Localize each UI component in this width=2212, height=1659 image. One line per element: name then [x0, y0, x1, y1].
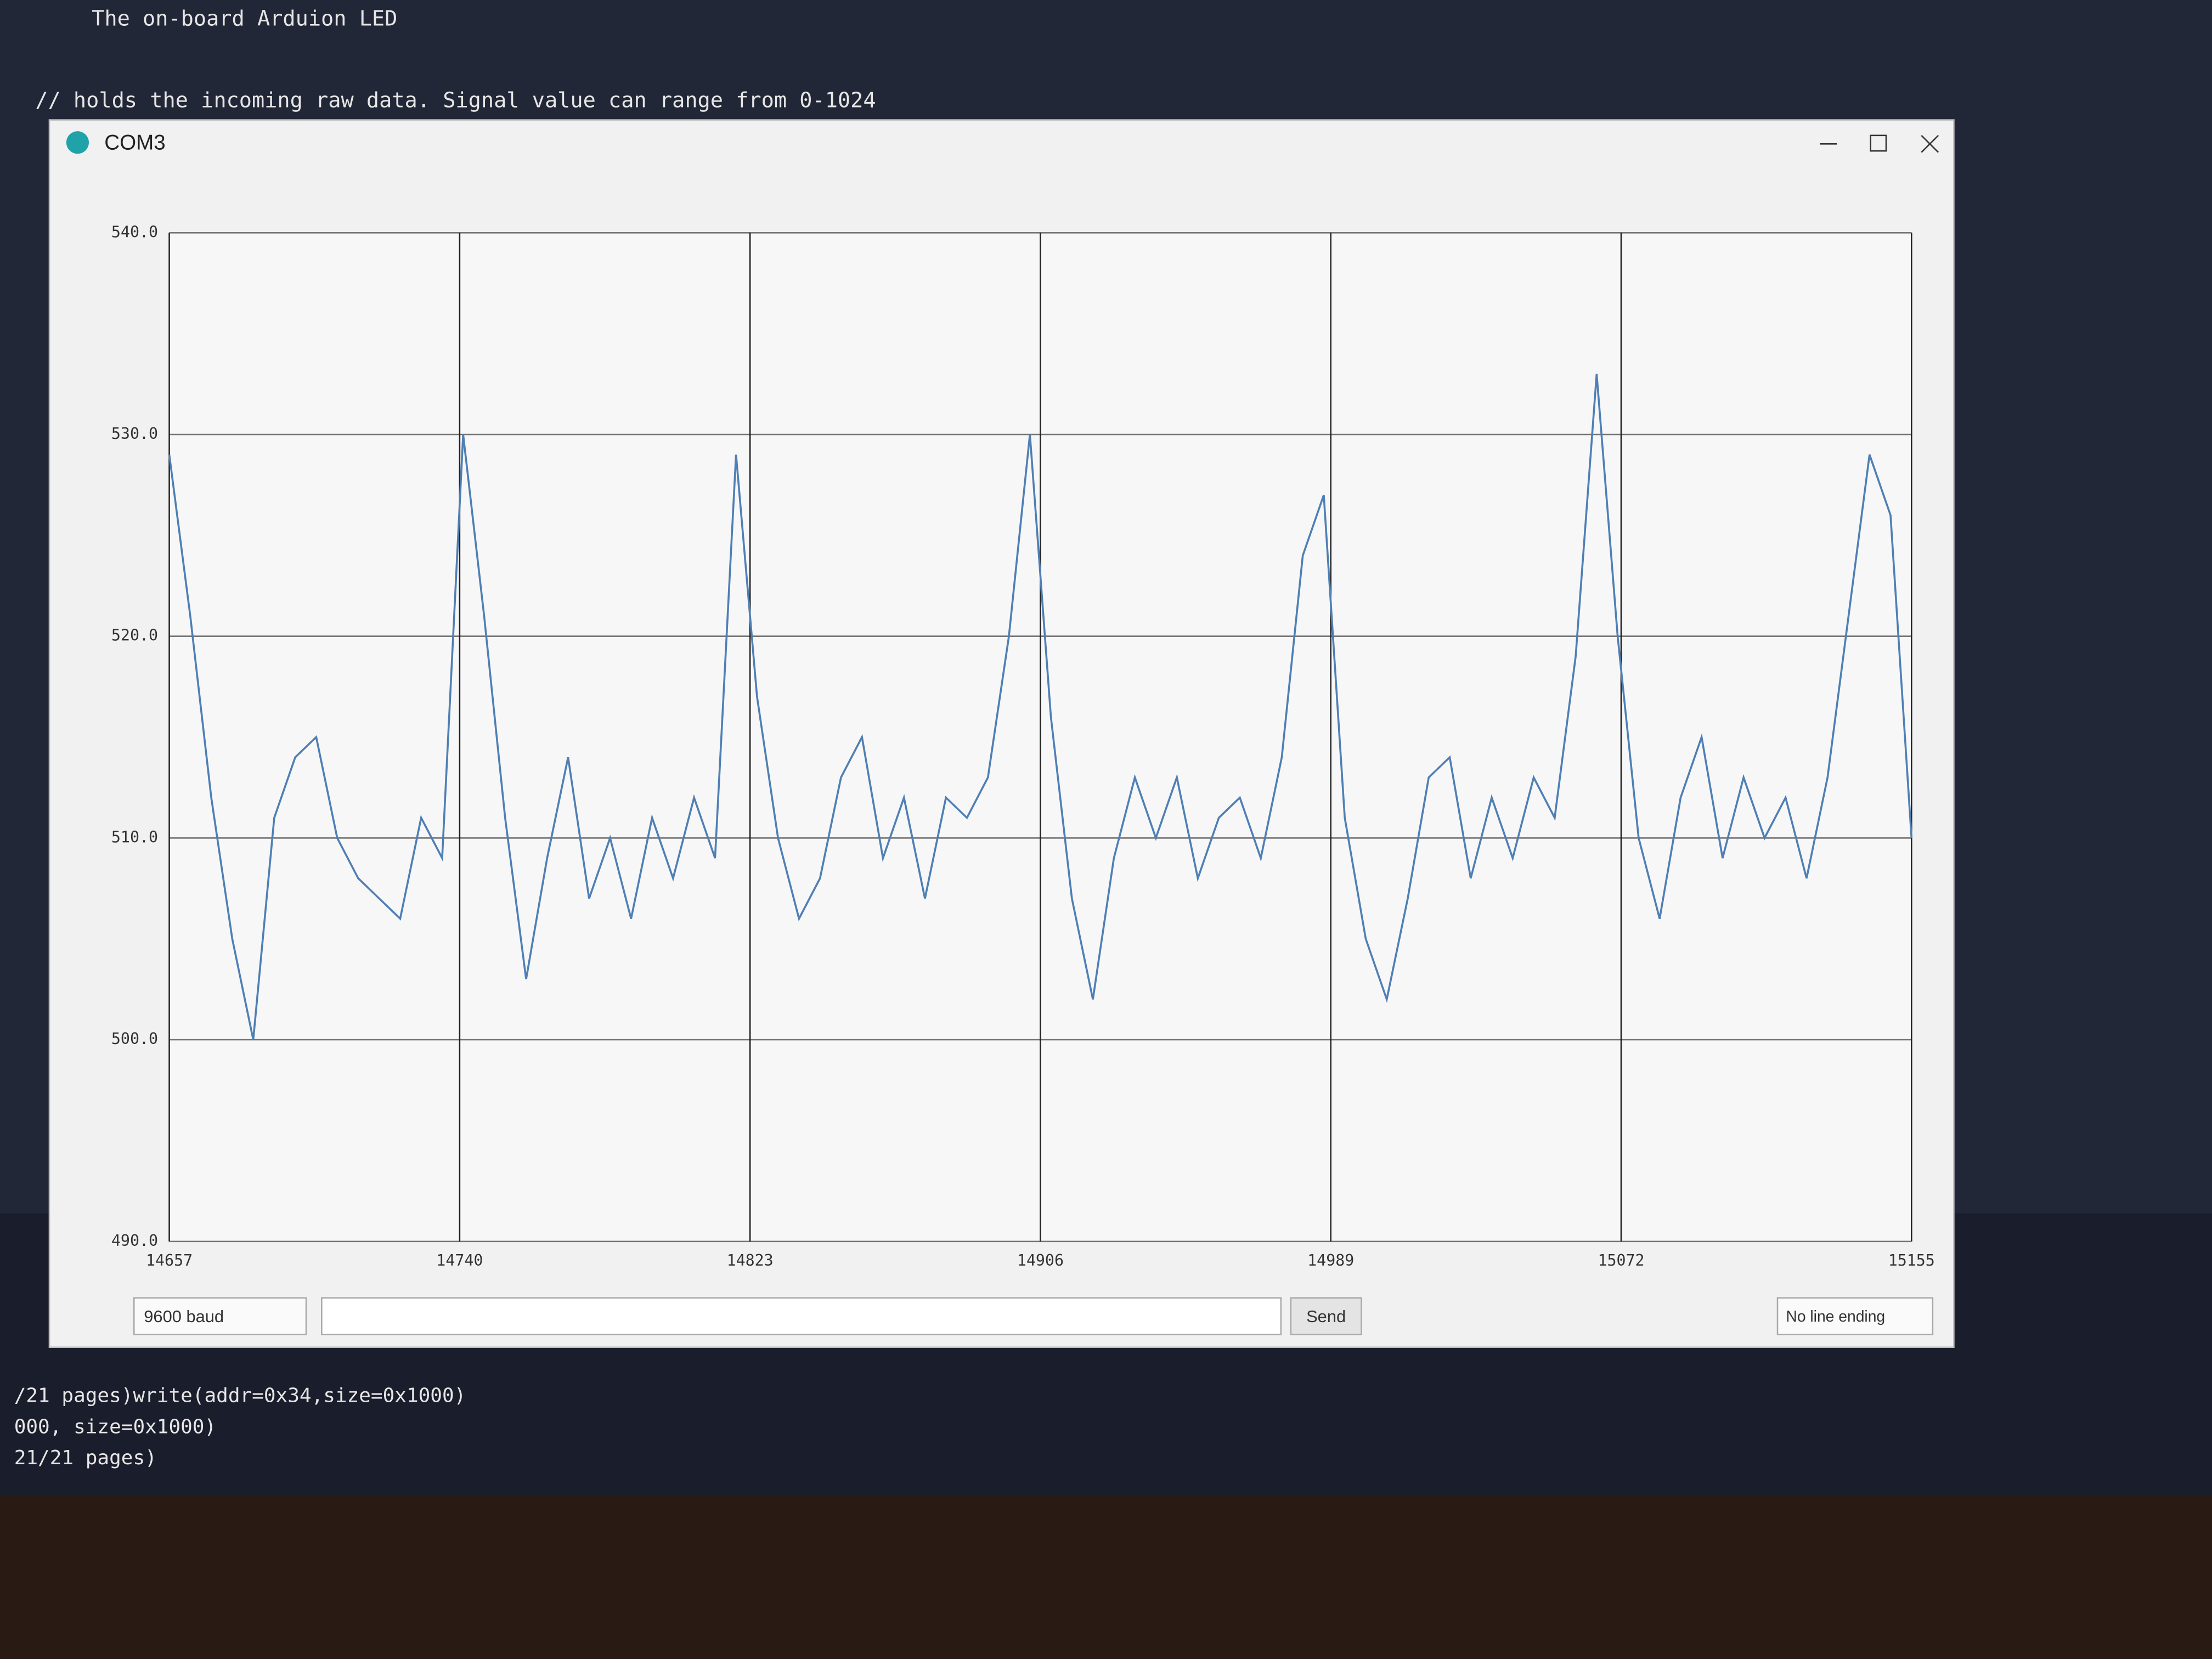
y-tick-label: 540.0 [111, 223, 158, 241]
line-ending-select[interactable] [1776, 1297, 1934, 1335]
window-title: COM3 [104, 131, 165, 154]
console-line: 000, size=0x1000) [14, 1415, 216, 1438]
plotter-window: COM3 490.0 500.0 510.0 520.0 530.0 540.0 14657… [48, 119, 1955, 1348]
series-line [168, 374, 1913, 1040]
x-tick-label: 14657 [146, 1251, 193, 1269]
editor-line: The on-board Arduion LED [92, 7, 397, 31]
plot-area: 490.0 500.0 510.0 520.0 530.0 540.0 14657 14740… [111, 223, 1935, 1269]
y-tick-label: 490.0 [111, 1232, 158, 1250]
baud-label: 9600 baud [144, 1307, 224, 1326]
baud-select[interactable] [133, 1297, 307, 1335]
console-line: /21 pages)write(addr=0x34,size=0x1000) [14, 1385, 466, 1407]
send-label: Send [1306, 1307, 1346, 1326]
x-tick-label: 15155 [1888, 1251, 1935, 1269]
send-button[interactable] [1290, 1297, 1362, 1335]
maximize-button[interactable] [1870, 134, 1887, 152]
x-tick-label: 14989 [1307, 1251, 1354, 1269]
x-tick-label: 14823 [727, 1251, 774, 1269]
y-tick-label: 530.0 [111, 425, 158, 443]
x-tick-label: 14740 [436, 1251, 483, 1269]
app-icon [66, 131, 89, 154]
desk [0, 1495, 2212, 1659]
y-tick-label: 510.0 [111, 828, 158, 846]
console-line: 21/21 pages) [14, 1447, 157, 1469]
x-tick-label: 15072 [1598, 1251, 1644, 1269]
line-ending-label: No line ending [1786, 1307, 1885, 1325]
x-tick-label: 14906 [1017, 1251, 1064, 1269]
y-tick-label: 520.0 [111, 627, 158, 645]
send-input[interactable] [321, 1297, 1282, 1335]
editor-line: // holds the incoming raw data. Signal v… [35, 88, 876, 113]
close-button[interactable] [1921, 134, 1939, 153]
y-tick-label: 500.0 [111, 1030, 158, 1048]
